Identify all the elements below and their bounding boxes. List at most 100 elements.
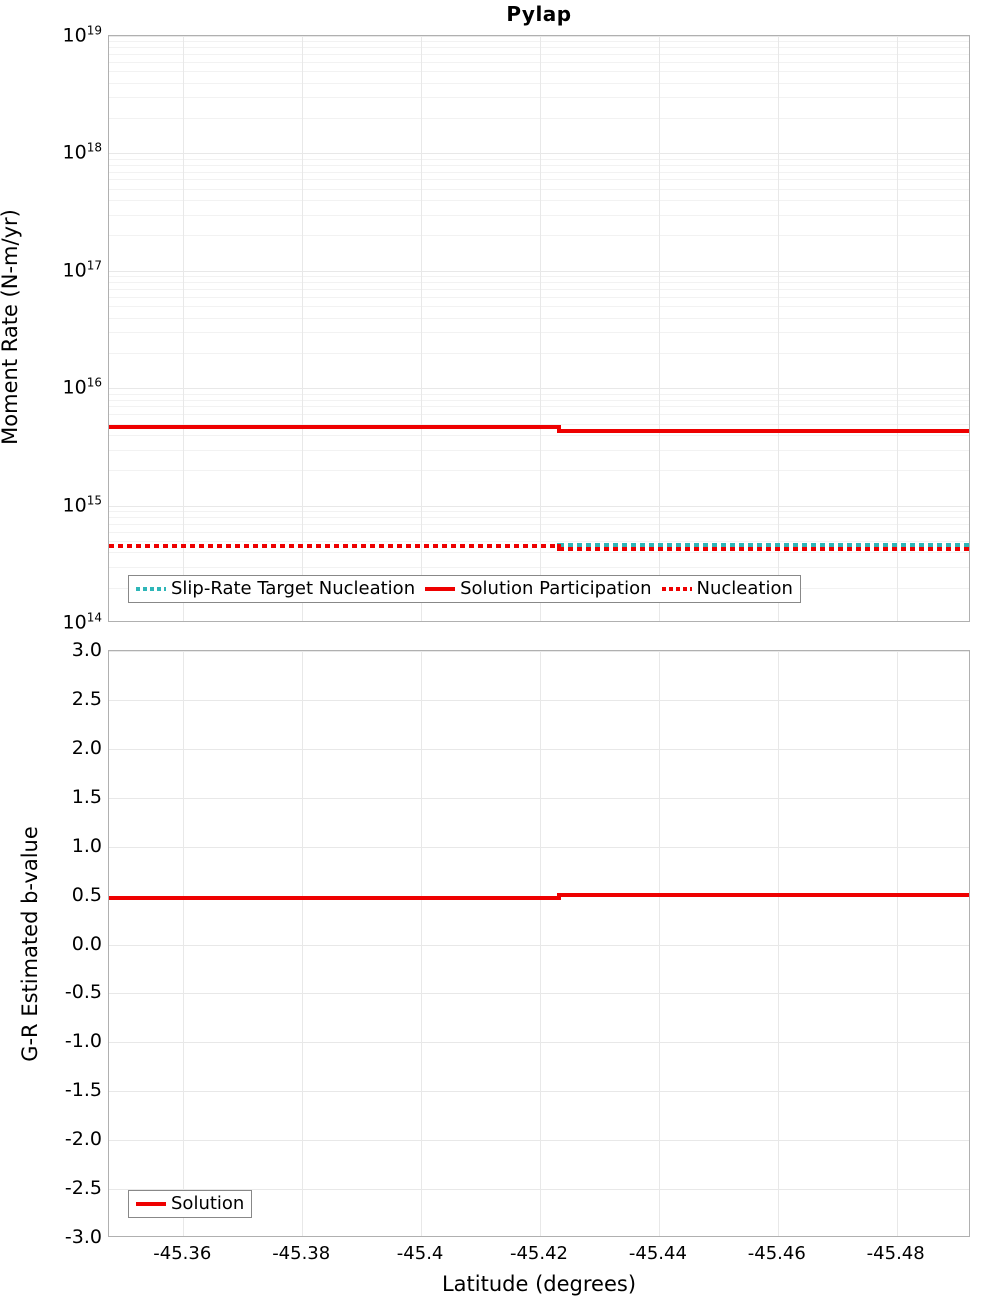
series-segment-horizontal <box>559 543 969 548</box>
page-title: Pylap <box>506 2 572 26</box>
gridline-minor-horizontal <box>109 118 969 120</box>
ytick-label-bvalue: 2.0 <box>71 736 102 759</box>
ytick-label-moment: 1016 <box>63 376 102 399</box>
ytick-label-bvalue: -2.5 <box>64 1177 102 1200</box>
ytick-mantissa: 10 <box>62 259 87 282</box>
gridline-vertical <box>658 36 660 621</box>
ytick-mantissa: 10 <box>62 611 87 634</box>
gridline-horizontal <box>109 153 969 155</box>
gridline-minor-horizontal <box>109 235 969 237</box>
gridline-minor-horizontal <box>109 171 969 173</box>
moment-rate-legend[interactable]: Slip-Rate Target Nucleation Solution Part… <box>128 575 801 603</box>
gridline-minor-horizontal <box>109 510 969 512</box>
gridline-minor-horizontal <box>109 393 969 395</box>
ytick-label-bvalue: -1.0 <box>64 1030 102 1053</box>
ytick-exponent: 14 <box>86 610 102 625</box>
legend-label: Solution Participation <box>460 578 652 599</box>
gridline-horizontal <box>109 270 969 272</box>
legend-line-swatch-solid-icon <box>136 1202 166 1206</box>
gridline-minor-horizontal <box>109 449 969 451</box>
gridline-vertical <box>658 651 660 1236</box>
series-segment-horizontal <box>109 896 560 901</box>
legend-entry[interactable]: Slip-Rate Target Nucleation <box>136 580 415 598</box>
gridline-minor-horizontal <box>109 188 969 190</box>
gridline-minor-horizontal <box>109 516 969 518</box>
gridline-vertical <box>896 36 898 621</box>
gridline-horizontal <box>109 1042 969 1044</box>
gridline-vertical <box>421 651 423 1236</box>
ytick-label-bvalue: -2.0 <box>64 1128 102 1151</box>
ytick-label-bvalue: 3.0 <box>71 639 102 661</box>
gridline-minor-horizontal <box>109 54 969 56</box>
ytick-mantissa: 10 <box>62 494 87 517</box>
ytick-label-bvalue: 1.5 <box>71 785 102 808</box>
legend-line-swatch-dotted-icon <box>136 587 166 591</box>
gridline-minor-horizontal <box>109 214 969 216</box>
gridline-minor-horizontal <box>109 62 969 64</box>
legend-label: Solution <box>171 1193 245 1214</box>
series-segment-horizontal <box>109 424 560 429</box>
xtick-label: -45.48 <box>866 1243 925 1264</box>
legend-label: Slip-Rate Target Nucleation <box>171 578 416 599</box>
ytick-mantissa: 10 <box>62 24 87 47</box>
series-segment-horizontal <box>109 544 560 549</box>
gridline-horizontal <box>109 1189 969 1191</box>
gridline-minor-horizontal <box>109 306 969 308</box>
xtick-label: -45.36 <box>153 1243 212 1264</box>
bvalue-plot-area <box>108 650 970 1237</box>
gridline-minor-horizontal <box>109 399 969 401</box>
legend-label: Nucleation <box>696 578 793 599</box>
gridline-vertical <box>183 651 185 1236</box>
ytick-label-bvalue: -3.0 <box>64 1226 102 1248</box>
series-segment-horizontal <box>559 546 969 551</box>
bvalue-legend[interactable]: Solution <box>128 1190 253 1218</box>
legend-entry[interactable]: Solution Participation <box>425 578 652 599</box>
gridline-horizontal <box>109 846 969 848</box>
gridline-minor-horizontal <box>109 523 969 525</box>
bvalue-ytick-labels: 3.0 2.5 2.0 1.5 1.0 0.5 0.0 -0.5 -1.0 -1.5 -2.0 -2.… <box>0 639 102 1248</box>
x-axis-label: Latitude (degrees) <box>441 1272 637 1296</box>
ytick-label-bvalue: 1.0 <box>71 834 102 857</box>
ytick-mantissa: 10 <box>62 376 87 399</box>
ytick-label-bvalue: 2.5 <box>71 687 102 710</box>
gridline-vertical <box>777 36 779 621</box>
gridline-horizontal <box>109 797 969 799</box>
series-segment-horizontal <box>559 893 969 898</box>
xtick-label: -45.4 <box>396 1243 444 1264</box>
data-series <box>109 36 969 621</box>
xtick-label: -45.44 <box>628 1243 687 1264</box>
gridline-minor-horizontal <box>109 179 969 181</box>
gridline-horizontal <box>109 36 969 37</box>
gridline-minor-horizontal <box>109 282 969 284</box>
gridline-vertical <box>183 36 185 621</box>
gridline-minor-horizontal <box>109 406 969 408</box>
gridline-minor-horizontal <box>109 332 969 334</box>
xtick-label: -45.38 <box>272 1243 331 1264</box>
ytick-label-moment: 1018 <box>63 141 102 164</box>
gridline-minor-horizontal <box>109 531 969 533</box>
ytick-exponent: 15 <box>86 492 102 507</box>
gridline-minor-horizontal <box>109 82 969 84</box>
ytick-label-moment: 1019 <box>63 23 102 46</box>
gridline-minor-horizontal <box>109 423 969 425</box>
gridline-horizontal <box>109 1140 969 1142</box>
data-series <box>109 36 969 621</box>
legend-entry[interactable]: Nucleation <box>661 578 793 599</box>
gridline-horizontal <box>109 748 969 750</box>
bvalue-axis-label: G-R Estimated b-value <box>18 826 42 1062</box>
gridline-vertical <box>777 651 779 1236</box>
moment-rate-axis-label: Moment Rate (N-m/yr) <box>0 209 22 445</box>
gridline-minor-horizontal <box>109 352 969 354</box>
legend-entry[interactable]: Solution <box>136 1195 244 1213</box>
ytick-exponent: 17 <box>86 258 102 273</box>
ytick-exponent: 18 <box>86 140 102 155</box>
gridline-minor-horizontal <box>109 566 969 568</box>
gridline-minor-horizontal <box>109 317 969 319</box>
ytick-label-moment: 1014 <box>63 610 102 633</box>
ytick-label-moment: 1015 <box>63 493 102 516</box>
gridline-minor-horizontal <box>109 97 969 99</box>
series-segment-horizontal <box>559 428 969 433</box>
ytick-mantissa: 10 <box>62 142 87 165</box>
gridline-minor-horizontal <box>109 71 969 73</box>
